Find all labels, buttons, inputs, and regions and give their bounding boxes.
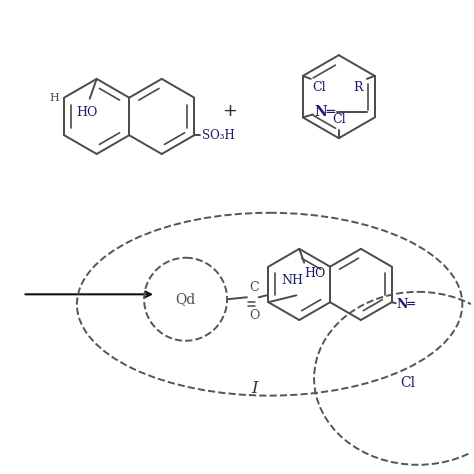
Text: Cl: Cl xyxy=(313,81,327,94)
Text: O: O xyxy=(249,309,259,322)
Text: N═: N═ xyxy=(315,106,336,119)
Text: H: H xyxy=(49,92,59,103)
Text: R: R xyxy=(354,81,363,94)
Text: +: + xyxy=(223,102,237,120)
Text: HO: HO xyxy=(76,106,98,118)
Text: Cl: Cl xyxy=(332,113,346,126)
Text: N═: N═ xyxy=(397,298,416,310)
Text: HO: HO xyxy=(304,267,326,280)
Text: C: C xyxy=(249,282,258,294)
Text: NH: NH xyxy=(282,274,303,287)
Text: SO₃H: SO₃H xyxy=(202,129,235,142)
Text: Cl: Cl xyxy=(401,376,416,390)
Text: Qd: Qd xyxy=(175,292,196,306)
Text: I: I xyxy=(252,380,258,397)
